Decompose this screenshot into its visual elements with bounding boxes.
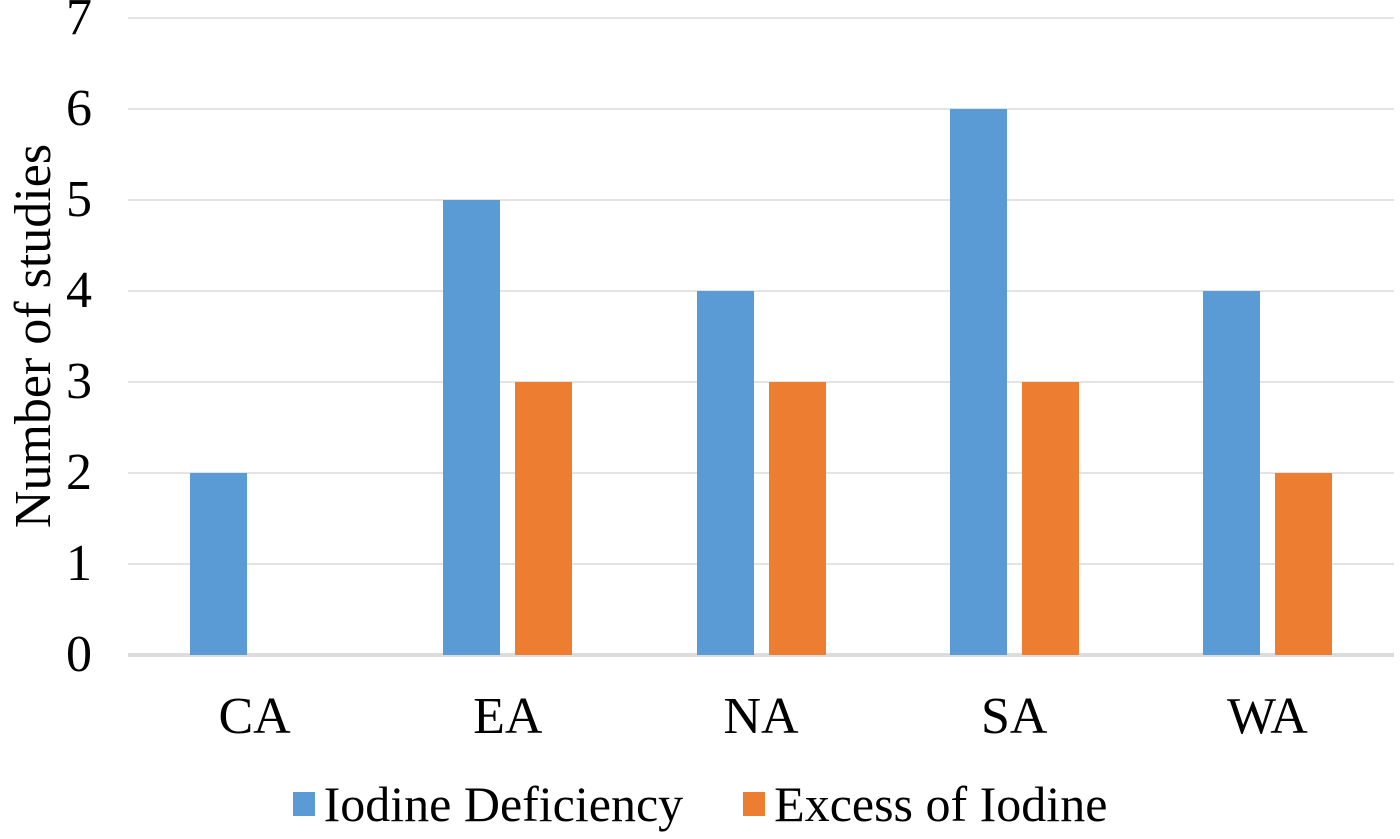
legend-label: Iodine Deficiency [323,776,684,832]
bar-excess-of-iodine-wa [1274,473,1332,655]
x-axis-label-ea: EA [473,688,543,745]
y-tick-label: 4 [66,262,92,319]
gridline [128,108,1394,110]
legend: Iodine Deficiency Excess of Iodine [0,776,1400,832]
legend-item-iodine-deficiency: Iodine Deficiency [292,776,684,832]
bar-iodine-deficiency-sa [949,109,1007,655]
bar-excess-of-iodine-na [768,382,826,655]
gridline [128,17,1394,19]
legend-marker-icon [292,792,315,816]
y-tick-label: 0 [66,626,92,683]
bar-iodine-deficiency-na [696,291,754,655]
x-axis-label-ca: CA [218,688,291,745]
bar-iodine-deficiency-wa [1202,291,1260,655]
y-tick-label: 6 [66,80,92,137]
gridline [128,381,1394,383]
legend-marker-icon [743,792,766,816]
bar-iodine-deficiency-ca [190,473,248,655]
y-tick-label: 3 [66,353,92,410]
bar-excess-of-iodine-sa [1021,382,1079,655]
legend-label: Excess of Iodine [774,776,1108,832]
gridline [128,472,1394,474]
x-axis-label-sa: SA [980,688,1048,745]
legend-item-excess-of-iodine: Excess of Iodine [743,779,1107,829]
gridline [128,563,1394,565]
bar-excess-of-iodine-ea [515,382,573,655]
x-axis-label-wa: WA [1226,688,1308,745]
x-axis-label-na: NA [723,688,799,745]
y-tick-label: 2 [66,444,92,501]
x-axis-line [128,653,1394,657]
y-tick-label: 1 [66,535,92,592]
y-tick-label: 5 [66,171,92,228]
bar-iodine-deficiency-ea [443,200,501,655]
y-tick-label: 7 [66,0,92,46]
gridline [128,199,1394,201]
gridline [128,290,1394,292]
